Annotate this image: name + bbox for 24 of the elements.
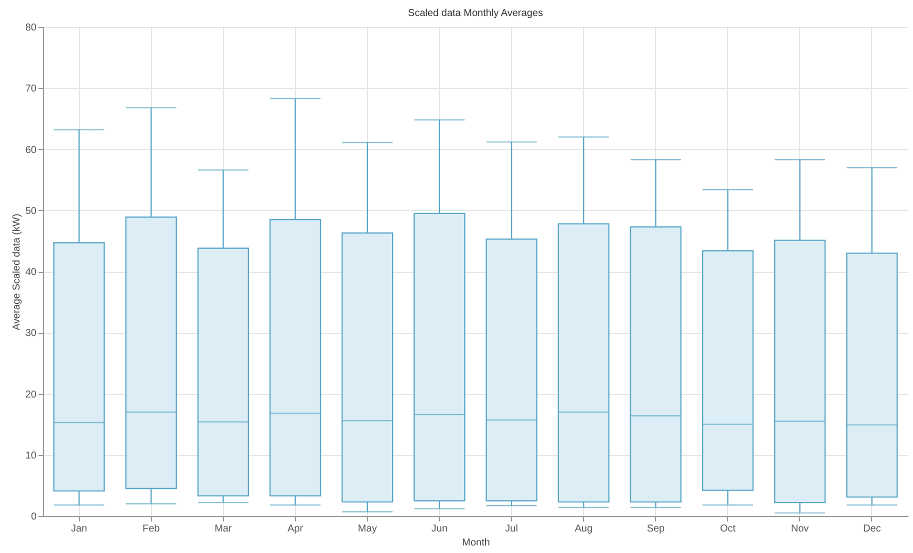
y-tick-label: 20 bbox=[25, 389, 37, 400]
y-axis-title: Average Scaled data (kW) bbox=[11, 214, 22, 330]
y-tick-label: 0 bbox=[30, 512, 37, 522]
x-tick-label: Sep bbox=[646, 524, 666, 534]
chart-title: Scaled data Monthly Averages bbox=[408, 8, 543, 19]
y-tick-label: 80 bbox=[25, 22, 37, 34]
x-tick-label: Nov bbox=[790, 524, 809, 534]
y-tick-label: 70 bbox=[25, 84, 37, 95]
y-tick-label: 10 bbox=[25, 450, 37, 462]
x-tick-label: Aug bbox=[574, 524, 593, 534]
x-tick-label: Jun bbox=[431, 524, 448, 534]
x-tick-label: Oct bbox=[720, 524, 736, 534]
x-tick-label: Apr bbox=[288, 524, 304, 534]
y-tick-label: 30 bbox=[25, 328, 37, 340]
x-tick-label: Feb bbox=[142, 524, 160, 534]
x-tick-label: Jul bbox=[505, 524, 518, 534]
x-tick-label: May bbox=[358, 524, 377, 534]
x-tick-label: Jan bbox=[70, 524, 88, 534]
x-tick-label: Dec bbox=[863, 524, 881, 534]
x-tick-label: Mar bbox=[214, 524, 232, 534]
x-axis-title: Month bbox=[462, 538, 490, 548]
y-tick-label: 40 bbox=[25, 267, 37, 278]
y-tick-label: 50 bbox=[25, 206, 37, 217]
y-tick-label: 60 bbox=[25, 144, 37, 156]
